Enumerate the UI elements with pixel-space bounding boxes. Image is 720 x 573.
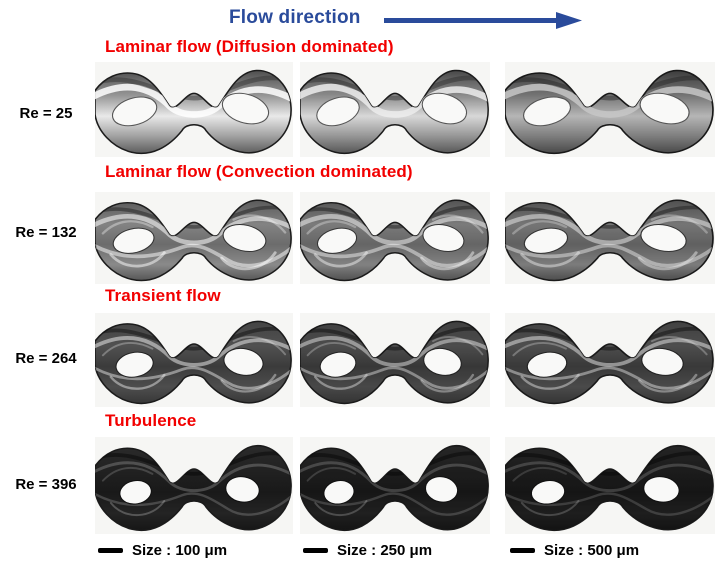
micrograph-row1-col2 [300, 62, 490, 157]
micrograph-row4-col3 [505, 437, 715, 534]
micrograph-row2-col3 [505, 192, 715, 284]
re-label-264: Re = 264 [15, 350, 77, 367]
regime-label-transient: Transient flow [105, 286, 221, 305]
micrograph-row3-col2 [300, 313, 490, 407]
micrograph-row4-col1 [95, 437, 293, 534]
regime-label-laminar-diffusion: Laminar flow (Diffusion dominated) [105, 37, 394, 56]
scale-bar-icon [98, 548, 123, 553]
re-label-396: Re = 396 [15, 476, 77, 493]
scale-group-100um: Size : 100 μm [98, 542, 227, 559]
regime-label-laminar-convection: Laminar flow (Convection dominated) [105, 162, 413, 181]
scale-label-250um: Size : 250 μm [337, 542, 433, 559]
scale-bar-icon [303, 548, 328, 553]
scale-bar-icon [510, 548, 535, 553]
scale-group-500um: Size : 500 μm [510, 542, 639, 559]
micrograph-row2-col1 [95, 192, 293, 284]
micrograph-row1-col3 [505, 62, 715, 157]
flow-direction-label: Flow direction [229, 7, 361, 28]
micrograph-row2-col2 [300, 192, 490, 284]
micrograph-row-re264 [95, 313, 715, 407]
micrograph-row-re132 [95, 192, 715, 284]
micrograph-row3-col3 [505, 313, 715, 407]
scale-label-100um: Size : 100 μm [132, 542, 228, 559]
re-label-132: Re = 132 [15, 224, 77, 241]
micrograph-row1-col1 [95, 62, 293, 157]
scale-group-250um: Size : 250 μm [303, 542, 432, 559]
regime-label-turbulence: Turbulence [105, 411, 197, 430]
flow-direction-arrow-icon [384, 12, 582, 29]
micrograph-row-re25 [95, 62, 715, 157]
micrograph-row3-col1 [95, 313, 293, 407]
re-label-25: Re = 25 [19, 105, 73, 122]
micrograph-row-re396 [95, 437, 715, 534]
scale-label-500um: Size : 500 μm [544, 542, 640, 559]
micrograph-row4-col2 [300, 437, 490, 534]
